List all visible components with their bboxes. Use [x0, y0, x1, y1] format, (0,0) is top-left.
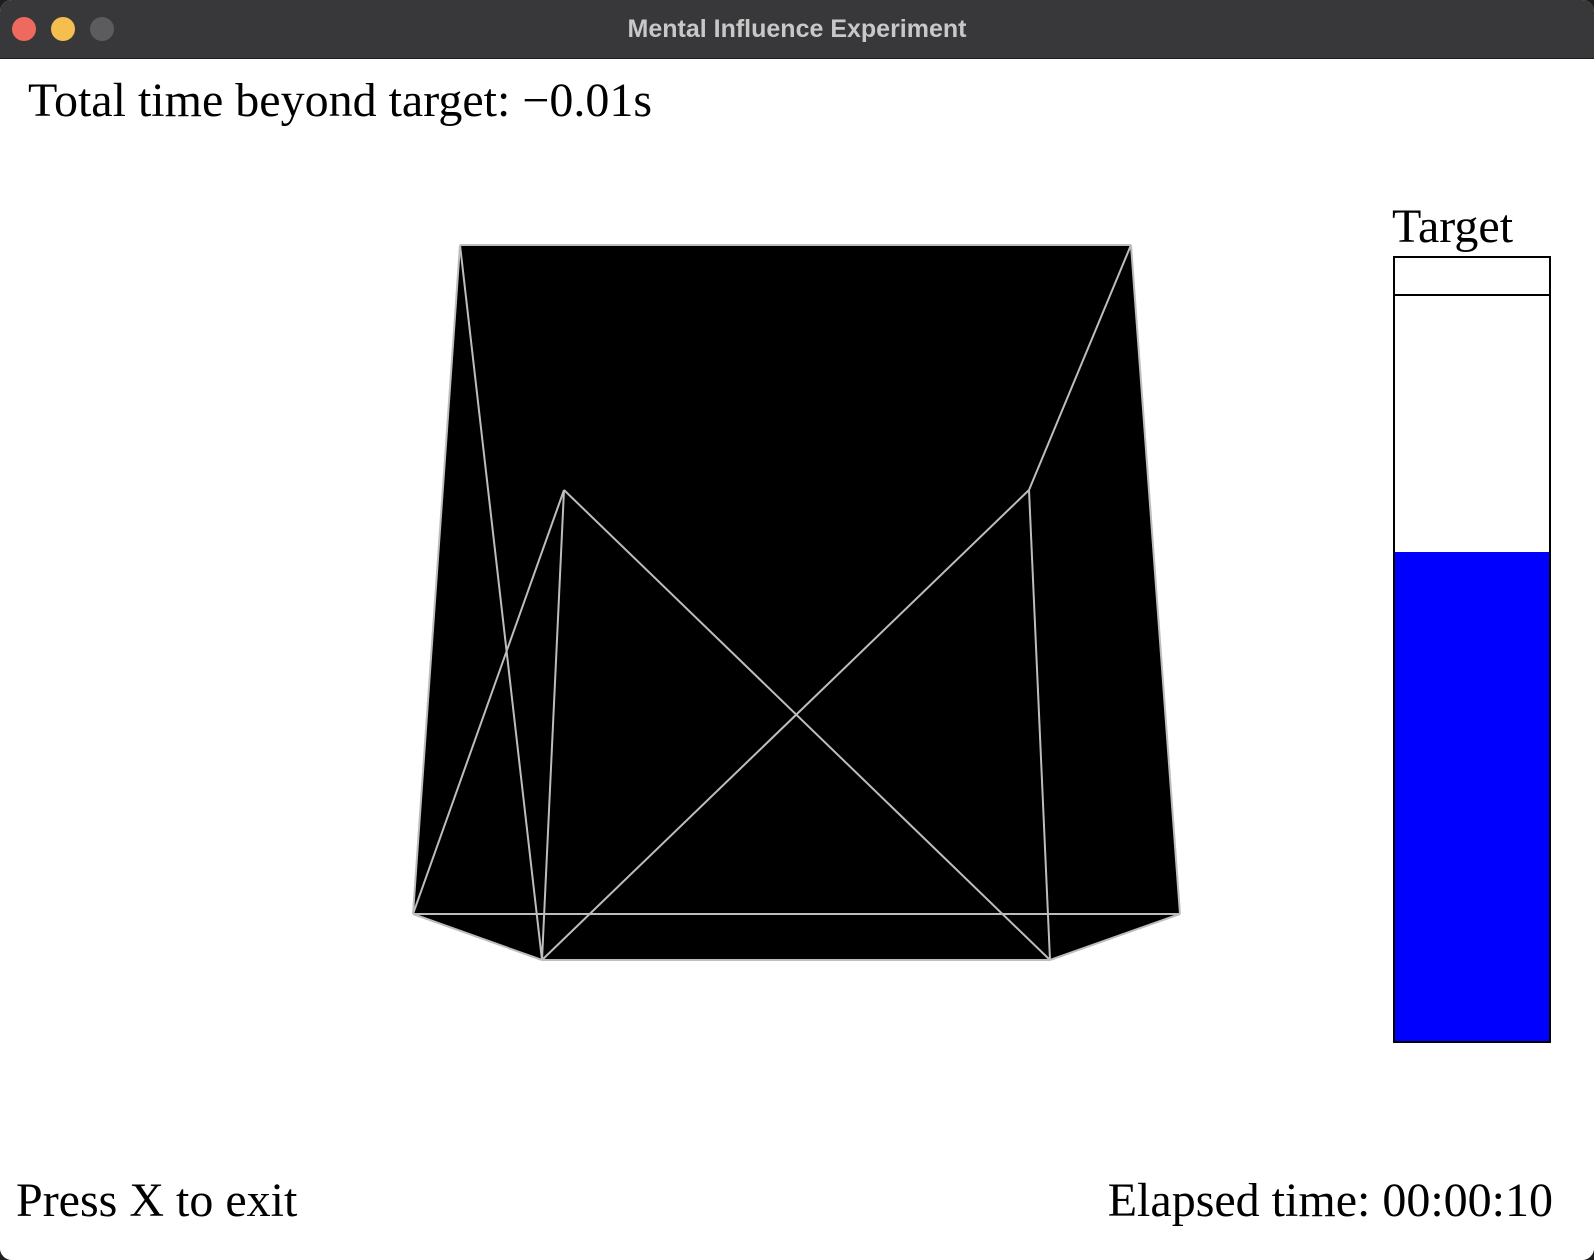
- zoom-window-button[interactable]: [90, 17, 114, 41]
- wireframe-shape: [412, 244, 1181, 961]
- shape-edge: [541, 489, 1030, 961]
- shape-silhouette: [413, 245, 1180, 960]
- shape-edges: [412, 244, 1181, 961]
- total-time-beyond-target: Total time beyond target: −0.01s: [28, 74, 653, 127]
- shape-edge: [1130, 244, 1181, 915]
- shape-edge: [412, 913, 543, 961]
- close-window-button[interactable]: [12, 17, 36, 41]
- shape-edge: [1028, 489, 1051, 961]
- target-meter: [1393, 256, 1551, 1043]
- meter-target-line: [1395, 293, 1549, 296]
- experiment-canvas: Total time beyond target: −0.01s Targ: [0, 59, 1594, 1260]
- shape-edge: [1049, 913, 1181, 961]
- shape-edge: [541, 489, 565, 961]
- meter-fill: [1395, 551, 1549, 1041]
- shape-edge: [412, 489, 565, 915]
- shape-edge: [563, 489, 1051, 961]
- shape-edge: [1028, 244, 1132, 491]
- minimize-window-button[interactable]: [51, 17, 75, 41]
- title-bar[interactable]: Mental Influence Experiment: [0, 0, 1594, 59]
- target-label: Target: [1392, 200, 1514, 253]
- elapsed-time: Elapsed time: 00:00:10: [1107, 1174, 1553, 1227]
- shape-edge: [459, 244, 543, 961]
- window-title: Mental Influence Experiment: [627, 15, 967, 43]
- exit-hint: Press X to exit: [16, 1174, 298, 1227]
- shape-edge: [412, 244, 461, 915]
